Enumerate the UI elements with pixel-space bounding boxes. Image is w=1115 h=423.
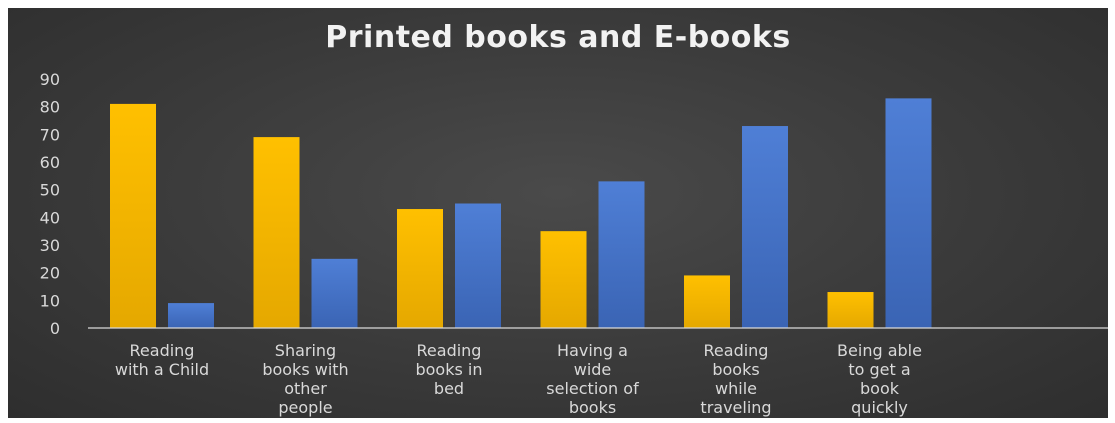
x-category-label: Sharing books with other people <box>262 341 348 417</box>
bar-series-2 <box>885 98 932 328</box>
y-tick-label: 10 <box>40 291 60 310</box>
bar-series-1 <box>397 209 443 328</box>
bar-chart: 0 10 20 30 40 50 60 70 80 90 Reading with a Child S… <box>40 70 1108 417</box>
y-tick-label: 0 <box>50 319 60 338</box>
x-category-label: Having a wide selection of books <box>546 341 639 417</box>
chart-area: Printed books and E-books 0 10 20 30 40 50 60 7… <box>8 8 1108 418</box>
y-tick-label: 50 <box>40 181 60 200</box>
x-category-label: Reading books while traveling <box>700 341 771 417</box>
bar-series-2 <box>168 303 214 328</box>
x-category-label: Being able to get a book quickly <box>837 341 922 417</box>
bar-series-2 <box>598 181 645 328</box>
bar-series-2 <box>742 126 788 329</box>
y-tick-label: 30 <box>40 236 60 255</box>
bar-series-1 <box>110 103 156 329</box>
y-tick-label: 70 <box>40 125 60 144</box>
x-category-label: Reading books in bed <box>415 341 482 398</box>
x-axis-labels: Reading with a Child Sharing books with othe… <box>115 341 922 417</box>
bar-series-1 <box>253 137 300 328</box>
y-tick-label: 20 <box>40 264 60 283</box>
bar-series-1 <box>540 231 587 328</box>
y-tick-label: 40 <box>40 208 60 227</box>
x-category-label: Reading with a Child <box>115 341 209 379</box>
bar-series-2 <box>311 258 358 328</box>
bar-series-1 <box>827 292 874 328</box>
bars <box>110 98 932 329</box>
y-tick-label: 60 <box>40 153 60 172</box>
bar-series-1 <box>684 275 730 328</box>
y-tick-label: 90 <box>40 70 60 89</box>
y-axis-ticks: 0 10 20 30 40 50 60 70 80 90 <box>40 70 60 338</box>
chart-title: Printed books and E-books <box>325 20 791 55</box>
bar-series-2 <box>455 203 501 328</box>
y-tick-label: 80 <box>40 98 60 117</box>
